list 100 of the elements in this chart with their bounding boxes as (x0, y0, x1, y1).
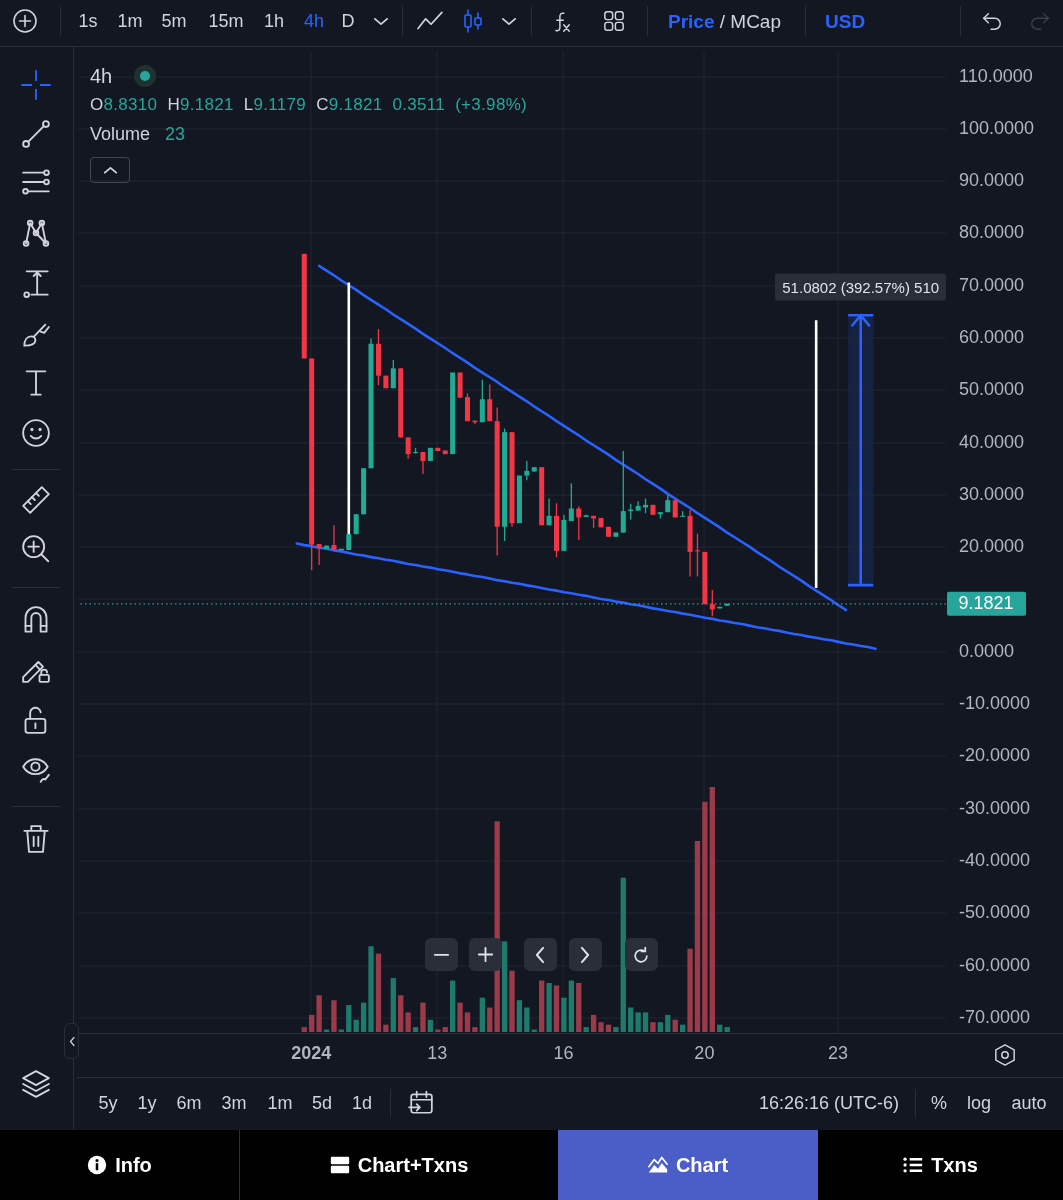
text: log (966, 1093, 992, 1113)
bar (420, 1002, 426, 1032)
y-tick-label: 60.0000 (959, 327, 1025, 348)
bar (309, 1014, 315, 1032)
bar (427, 1019, 434, 1032)
text: 1d (351, 1093, 373, 1113)
bar (613, 1027, 619, 1032)
bar (375, 953, 382, 1032)
candlestick (390, 359, 396, 389)
text: 4h (90, 65, 113, 87)
text: 5d (311, 1093, 333, 1113)
bar (679, 1024, 686, 1032)
y-tick-label: 110.0000 (959, 65, 1033, 86)
bar (501, 941, 508, 1032)
y-tick-label: 50.0000 (959, 379, 1025, 400)
text: 1y (137, 1093, 157, 1113)
candlestick (524, 460, 530, 481)
text: O8.8310 H9.1821 L9.1179 C9.1821 0.3511 (+3.98%) (90, 94, 528, 114)
candlestick (420, 451, 426, 475)
candlestick (316, 543, 322, 566)
text: 15m (208, 11, 244, 31)
text: 4h (303, 11, 325, 31)
text: 16:26:16 (UTC-6) (758, 1093, 899, 1113)
bar (628, 1007, 634, 1032)
candlestick (620, 450, 626, 534)
bar (687, 948, 693, 1032)
y-tick-label: 70.0000 (959, 274, 1025, 295)
bar (398, 995, 404, 1032)
x-tick-label: 2024 (291, 1043, 332, 1063)
text: Chart+Txns (357, 1154, 469, 1176)
bar (620, 877, 626, 1032)
bar (346, 1005, 352, 1032)
text: 1m (267, 1093, 293, 1113)
y-tick-label: -10.0000 (959, 693, 1031, 714)
bar (598, 1022, 604, 1032)
bar (568, 980, 575, 1032)
bar (383, 1024, 389, 1032)
x-tick-label: 16 (553, 1043, 574, 1063)
bar (479, 997, 485, 1032)
bar (301, 1027, 307, 1032)
bar (412, 1027, 419, 1032)
text: Price / MCap (668, 10, 782, 32)
text: 1s (78, 11, 98, 31)
bar (442, 1027, 448, 1032)
bar (702, 801, 708, 1032)
bar (859, 316, 862, 584)
text: 5y (98, 1093, 118, 1113)
text: auto (1011, 1093, 1047, 1113)
y-tick-label: -20.0000 (959, 745, 1031, 766)
bar (694, 840, 701, 1032)
bar (487, 1007, 493, 1032)
bar (331, 1000, 337, 1032)
bar (516, 1000, 523, 1032)
bar (665, 1014, 671, 1032)
y-tick-label: -40.0000 (959, 849, 1031, 870)
bar (449, 980, 456, 1032)
bar (405, 1012, 411, 1032)
y-tick-label: 30.0000 (959, 483, 1025, 504)
ref-line-label: 9.1821 (958, 592, 1014, 613)
y-tick-label: 90.0000 (959, 170, 1025, 191)
bar (657, 1022, 664, 1032)
candlestick (568, 482, 574, 522)
bar (368, 946, 374, 1032)
text: Txns (931, 1154, 978, 1176)
bar (724, 1027, 730, 1032)
bar (635, 1012, 641, 1032)
candlestick (487, 383, 493, 422)
y-tick-label: 20.0000 (959, 536, 1025, 557)
candlestick (479, 379, 485, 423)
bar (509, 970, 515, 1032)
bar (316, 995, 322, 1032)
text: USD (825, 10, 866, 32)
bar (539, 980, 545, 1032)
bar (672, 1019, 678, 1032)
candlestick (405, 436, 411, 460)
annotation: Volume 23 (90, 124, 186, 144)
text: 5m (161, 11, 187, 31)
y-tick-label: -50.0000 (959, 902, 1031, 923)
bar (576, 983, 582, 1032)
y-tick-label: -30.0000 (959, 797, 1031, 818)
y-tick-label: 0.0000 (959, 640, 1015, 661)
bar (546, 983, 552, 1032)
text: 3m (221, 1093, 247, 1113)
candlestick (709, 589, 715, 617)
bar (553, 985, 560, 1032)
bar (709, 787, 715, 1032)
x-tick-label: 23 (827, 1043, 848, 1063)
text: 1m (117, 11, 143, 31)
candlestick (331, 524, 337, 551)
y-tick-label: 100.0000 (959, 117, 1035, 138)
y-tick-label: 40.0000 (959, 431, 1025, 452)
candlestick (694, 532, 700, 578)
y-tick-label: -60.0000 (959, 954, 1031, 975)
bar (642, 1012, 649, 1032)
bar (650, 1022, 656, 1032)
text: Info (115, 1154, 152, 1176)
bar (472, 1027, 478, 1032)
candlestick (546, 497, 552, 526)
bar (590, 1014, 597, 1032)
text: 1h (263, 11, 285, 31)
